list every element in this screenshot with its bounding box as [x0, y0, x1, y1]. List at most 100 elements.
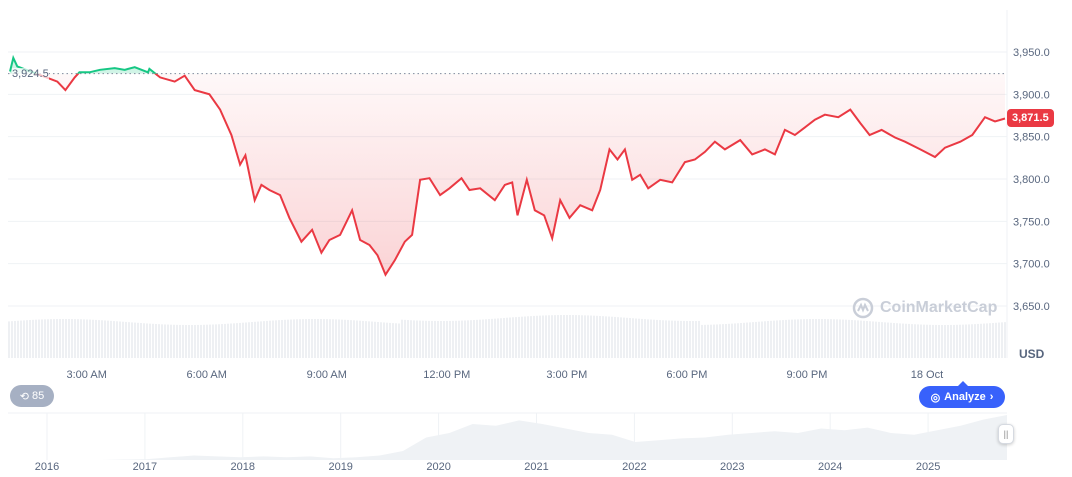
- chevron-right-icon: ›: [989, 391, 994, 403]
- volume-bar: [812, 319, 814, 358]
- volume-bar: [1004, 322, 1006, 358]
- volume-bar: [935, 324, 937, 358]
- volume-bar: [941, 324, 943, 358]
- volume-bar: [1001, 322, 1003, 358]
- volume-bar: [578, 315, 580, 358]
- volume-bar: [740, 323, 742, 358]
- volume-bar: [980, 323, 982, 358]
- volume-bar: [224, 323, 226, 358]
- volume-bar: [494, 318, 496, 358]
- x-tick-label: 3:00 PM: [546, 369, 587, 381]
- volume-bar: [905, 323, 907, 358]
- volume-bar: [857, 320, 859, 358]
- volume-bar: [308, 319, 310, 358]
- volume-bar: [290, 319, 292, 358]
- analyze-button[interactable]: ◎ Analyze ›: [919, 381, 1005, 408]
- volume-bar: [269, 320, 271, 358]
- volume-bar: [620, 317, 622, 358]
- volume-bar: [266, 320, 268, 358]
- volume-bar: [332, 319, 334, 358]
- volume-bar: [656, 319, 658, 358]
- volume-bar: [761, 321, 763, 358]
- volume-bar: [398, 323, 400, 358]
- volume-bar: [182, 324, 184, 358]
- y-tick-label: 3,700.0: [1013, 259, 1050, 271]
- volume-bar: [62, 319, 64, 358]
- volume-bar: [782, 320, 784, 358]
- volume-bar: [140, 323, 142, 358]
- volume-bar: [842, 319, 844, 358]
- volume-bar: [524, 316, 526, 358]
- volume-bar: [746, 322, 748, 358]
- currency-label: USD: [1019, 347, 1045, 361]
- volume-bar: [104, 320, 106, 358]
- volume-bar: [80, 319, 82, 358]
- volume-bar: [329, 319, 331, 358]
- volume-bar: [833, 319, 835, 358]
- volume-bar: [677, 320, 679, 358]
- volume-bar: [419, 320, 421, 358]
- volume-bar: [824, 319, 826, 358]
- volume-bar: [512, 317, 514, 358]
- volume-bar: [284, 319, 286, 358]
- volume-bar: [845, 319, 847, 358]
- volume-bar: [506, 317, 508, 358]
- volume-bar: [545, 315, 547, 358]
- volume-bar: [71, 319, 73, 358]
- volume-bar: [527, 316, 529, 358]
- volume-bar: [917, 324, 919, 358]
- volume-bar: [983, 323, 985, 358]
- volume-bar: [176, 324, 178, 358]
- volume-bar: [440, 320, 442, 358]
- volume-bar: [248, 322, 250, 358]
- volume-bar: [908, 323, 910, 358]
- analyze-label: Analyze: [944, 391, 986, 403]
- volume-bar: [926, 324, 928, 358]
- volume-bar: [137, 322, 139, 358]
- volume-bar: [929, 324, 931, 358]
- volume-bar: [101, 320, 103, 358]
- volume-bar: [965, 324, 967, 358]
- volume-bar: [584, 315, 586, 358]
- volume-bar: [467, 320, 469, 358]
- volume-bar: [806, 319, 808, 358]
- volume-bar: [641, 318, 643, 358]
- volume-bar: [575, 315, 577, 358]
- volume-bar: [674, 320, 676, 358]
- volume-bar: [515, 317, 517, 358]
- navigator-year-label: 2025: [916, 461, 940, 473]
- volume-bar: [323, 319, 325, 358]
- volume-bar: [608, 316, 610, 358]
- volume-bar: [665, 320, 667, 358]
- volume-bar: [227, 323, 229, 358]
- volume-bar: [503, 317, 505, 358]
- volume-bar: [350, 320, 352, 358]
- volume-bar: [548, 315, 550, 358]
- volume-bar: [257, 321, 259, 358]
- volume-bar: [455, 320, 457, 358]
- volume-bar: [596, 315, 598, 358]
- history-button[interactable]: ⟲ 85: [10, 385, 54, 407]
- volume-bar: [155, 324, 157, 358]
- volume-bar: [974, 324, 976, 358]
- navigator-handle[interactable]: ||: [998, 424, 1014, 444]
- volume-bar: [818, 319, 820, 358]
- volume-bar: [92, 319, 94, 358]
- volume-bar: [557, 315, 559, 358]
- volume-bar: [767, 321, 769, 358]
- volume-bar: [551, 315, 553, 358]
- volume-bar: [815, 319, 817, 358]
- volume-bar: [956, 324, 958, 358]
- volume-bar: [566, 315, 568, 358]
- volume-bar: [305, 319, 307, 358]
- volume-bar: [692, 320, 694, 358]
- navigator-year-label: 2024: [818, 461, 842, 473]
- volume-bar: [38, 319, 40, 358]
- volume-bar: [593, 315, 595, 358]
- volume-bar: [65, 319, 67, 358]
- volume-bar: [758, 321, 760, 358]
- volume-bar: [800, 319, 802, 358]
- volume-bar: [476, 319, 478, 358]
